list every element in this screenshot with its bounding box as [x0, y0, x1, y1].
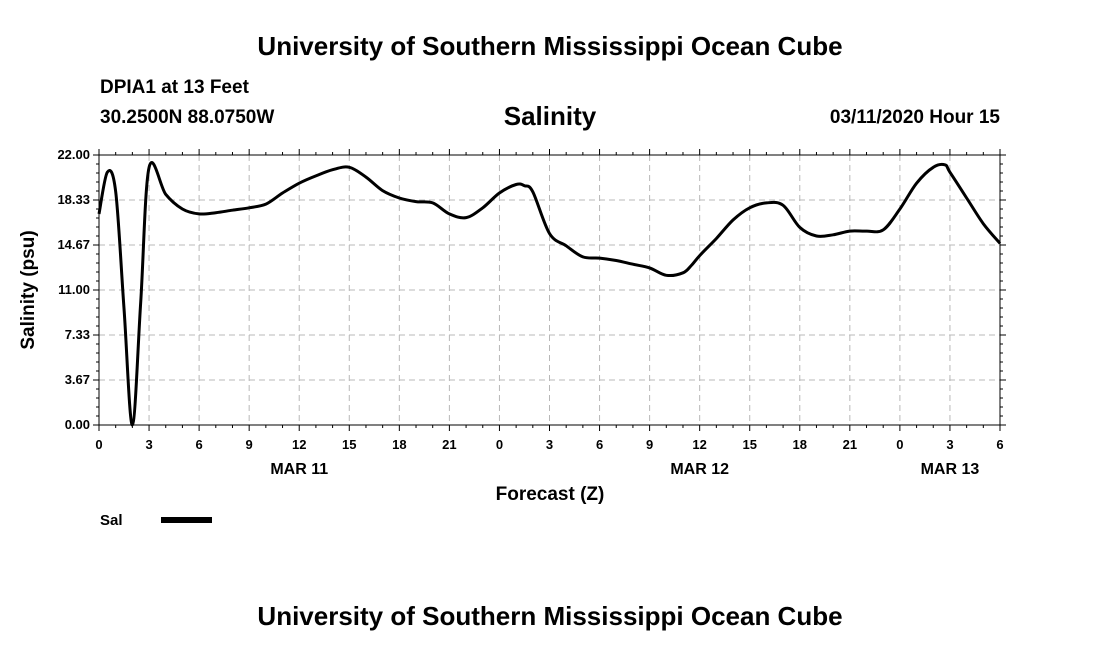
x-tick-label: 21	[843, 437, 857, 452]
y-axis: 0.00 3.67 7.33 11.00 14.67 18.33 22.00	[57, 147, 1006, 432]
x-tick-label: 0	[95, 437, 102, 452]
y-tick-label: 14.67	[57, 237, 90, 252]
station-name: DPIA1 at 13 Feet	[100, 77, 249, 98]
x-tick-label: 9	[646, 437, 653, 452]
x-day-label: MAR 12	[670, 461, 729, 478]
x-tick-label: 15	[342, 437, 356, 452]
x-day-label: MAR 11	[270, 461, 328, 478]
y-tick-label: 18.33	[57, 192, 90, 207]
station-coords: 30.2500N 88.0750W	[100, 107, 275, 128]
y-tick-label: 3.67	[65, 372, 90, 387]
x-tick-label: 6	[195, 437, 202, 452]
x-tick-label: 12	[692, 437, 706, 452]
series-line-sal	[97, 161, 1002, 427]
x-day-label: MAR 13	[921, 461, 980, 478]
x-tick-label: 9	[246, 437, 253, 452]
plot-frame	[98, 154, 1001, 426]
bottom-title: University of Southern Mississippi Ocean…	[257, 601, 843, 631]
x-tick-label: 3	[546, 437, 553, 452]
legend: Sal	[100, 512, 212, 529]
chart-title: Salinity	[503, 101, 597, 131]
forecast-datetime: 03/11/2020 Hour 15	[829, 107, 1000, 128]
x-tick-label: 12	[292, 437, 306, 452]
x-tick-label: 0	[496, 437, 503, 452]
x-tick-label: 21	[442, 437, 456, 452]
y-tick-label: 0.00	[65, 417, 90, 432]
y-axis-title: Salinity (psu)	[18, 230, 39, 349]
x-axis-title: Forecast (Z)	[496, 484, 605, 505]
y-tick-label: 11.00	[58, 282, 90, 297]
legend-label-sal: Sal	[100, 512, 123, 529]
x-tick-label: 15	[742, 437, 756, 452]
x-tick-label: 3	[145, 437, 152, 452]
grid-lines	[99, 155, 1000, 425]
top-title: University of Southern Mississippi Ocean…	[257, 31, 843, 61]
y-tick-label: 7.33	[65, 327, 90, 342]
x-tick-label: 18	[793, 437, 807, 452]
x-tick-label: 6	[996, 437, 1003, 452]
x-tick-label: 3	[946, 437, 953, 452]
x-tick-label: 0	[896, 437, 903, 452]
x-tick-label: 6	[596, 437, 603, 452]
x-axis: 0 3 6 9 12 15 18 21 0 3 6 9 12 15 18 21 0 3 6 MAR 11 MAR 12 M…	[95, 149, 1004, 478]
x-tick-label: 18	[392, 437, 406, 452]
y-tick-label: 22.00	[57, 147, 90, 162]
